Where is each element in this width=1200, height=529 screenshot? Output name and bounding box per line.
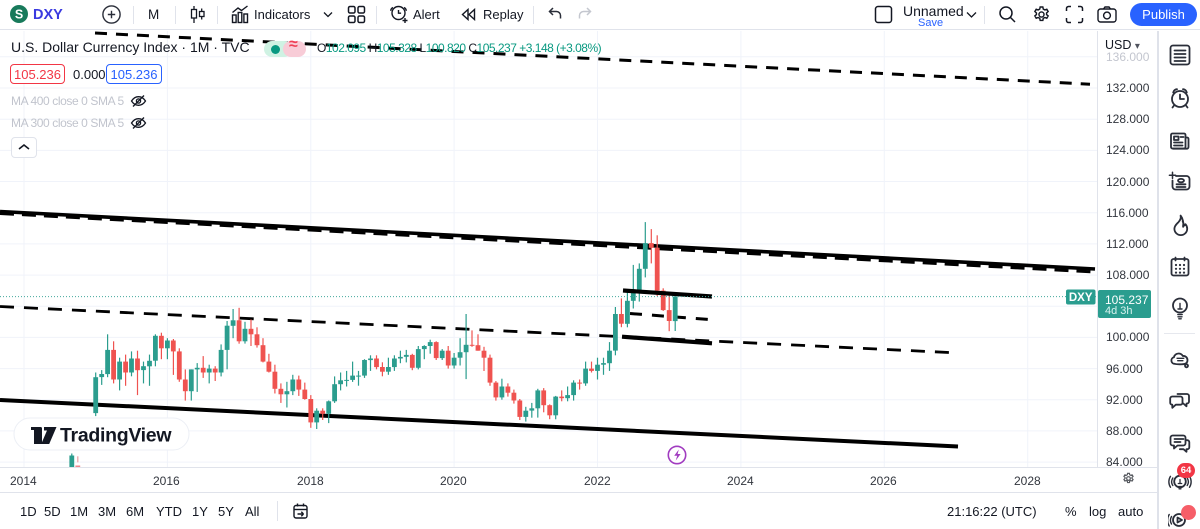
svg-text:DXY: DXY — [1069, 292, 1093, 304]
svg-text:S: S — [15, 7, 23, 21]
svg-text:TradingView: TradingView — [60, 425, 172, 447]
